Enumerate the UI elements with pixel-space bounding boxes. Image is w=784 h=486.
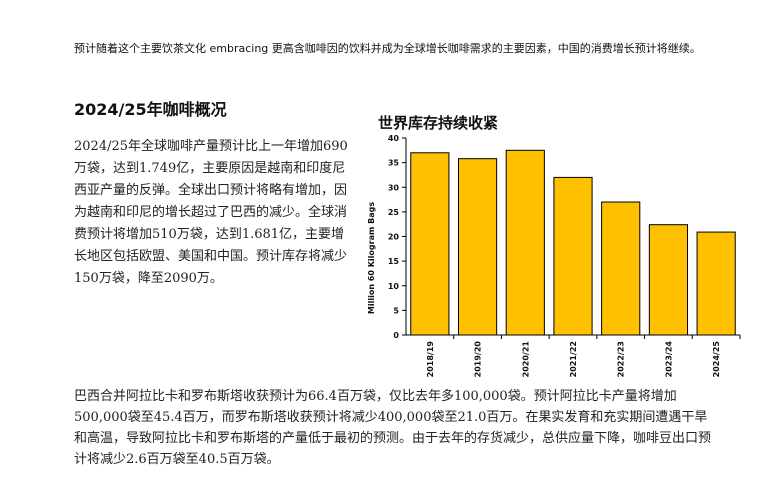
y-tick-label: 25 — [388, 208, 400, 217]
y-tick-label: 40 — [388, 134, 400, 143]
y-tick-label: 0 — [393, 331, 399, 340]
y-tick-label: 20 — [388, 233, 400, 242]
bar-2023/24 — [648, 224, 689, 336]
bar-2020/21 — [505, 149, 545, 336]
x-tick-label: 2020/21 — [521, 341, 530, 378]
summary-paragraph: 2024/25年全球咖啡产量预计比上一年增加690万袋，达到1.749亿，主要原… — [74, 139, 348, 286]
x-tick-label: 2021/22 — [569, 341, 578, 377]
x-tick-label: 2018/19 — [426, 341, 435, 378]
bar-2021/22 — [553, 176, 593, 336]
y-tick-label: 15 — [388, 257, 400, 266]
x-tick-label: 2019/20 — [474, 341, 483, 378]
chart-y-axis-label: Million 60 Kilogram Bags — [367, 202, 376, 314]
bar-2022/23 — [601, 201, 641, 336]
bar-2019/20 — [457, 158, 498, 336]
x-tick-label: 2024/25 — [712, 341, 721, 378]
bar-2018/19 — [410, 152, 450, 336]
section-title: 2024/25年咖啡概况 — [74, 100, 227, 119]
y-tick-label: 5 — [393, 306, 399, 315]
y-tick-label: 35 — [388, 159, 400, 168]
x-tick-label: 2023/24 — [664, 341, 673, 378]
stocks-bar-chart: 世界库存持续收紧 Million 60 Kilogram Bags 0 5 10 15… — [367, 114, 741, 378]
brazil-paragraph: 巴西合并阿拉比卡和罗布斯塔收获预计为66.4百万袋，仅比去年多100,000袋。… — [74, 389, 712, 467]
intro-paragraph: 预计随着这个主要饮茶文化 embracing 更高含咖啡因的饮料并成为全球增长咖… — [74, 42, 701, 55]
y-tick-label: 10 — [388, 282, 400, 291]
x-tick-label: 2022/23 — [617, 341, 626, 377]
chart-title: 世界库存持续收紧 — [378, 114, 498, 132]
bar-2024/25 — [696, 231, 736, 336]
y-tick-label: 30 — [388, 183, 400, 192]
